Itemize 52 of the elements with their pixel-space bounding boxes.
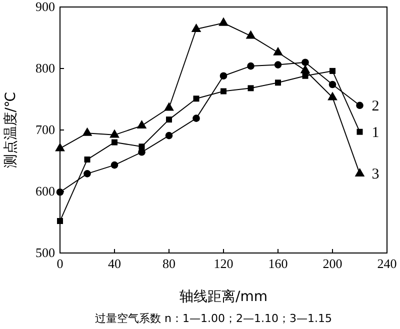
point [138,144,145,150]
point [275,80,281,86]
point [247,62,254,70]
point [84,156,90,163]
point [191,23,202,32]
text: 过量空气系数 n：1—1.00；2—1.10；3—1.15 [95,312,332,325]
x-tick-label: 0 [56,256,64,272]
point [57,218,63,224]
point [302,72,308,79]
y-tick-label: 800 [36,60,55,76]
point [274,61,282,68]
point [220,72,228,80]
point [330,68,336,74]
point [112,139,118,146]
point [356,102,364,110]
x-tick-label: 240 [377,256,397,272]
point [165,132,173,140]
point [248,85,254,92]
point [354,168,365,177]
series-label: 2 [372,98,380,114]
point [110,161,118,169]
point [110,129,120,138]
point [82,127,92,136]
y-tick-label: 700 [36,122,55,138]
point [356,128,363,135]
x-tick-label: 200 [322,256,342,272]
point [164,102,174,111]
point [192,114,200,122]
series-label: 3 [372,166,380,183]
point [273,46,283,56]
point [218,17,228,26]
point [166,116,172,123]
y-tick-label: 500 [36,245,55,260]
x-tick-label: 120 [214,256,234,272]
x-tick-label: 40 [108,256,121,272]
y-tick-label: 900 [36,0,55,14]
point [246,30,256,39]
y-axis-title: 测点温度/℃ [3,92,19,168]
point [193,96,200,102]
point [84,170,91,178]
y-tick-label: 600 [36,184,55,199]
point [136,120,147,129]
point [302,58,309,66]
x-tick-label: 80 [162,256,176,272]
point [220,88,226,94]
x-axis-title: 轴线距离/mm [180,289,268,305]
series-label: 1 [372,124,380,141]
point [300,64,310,74]
point [328,80,336,88]
x-tick-label: 160 [268,256,288,272]
point [55,142,65,152]
point [328,92,338,100]
